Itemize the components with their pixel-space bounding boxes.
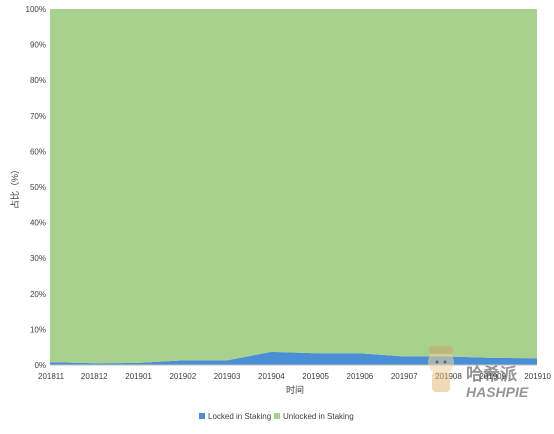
- x-tick-label: 201904: [258, 372, 285, 381]
- y-axis-title: 占比（%）: [9, 165, 20, 209]
- legend-label-unlocked: Unlocked in Staking: [283, 412, 354, 421]
- x-tick-label: 201910: [524, 372, 551, 381]
- hashpie-watermark: 哈希派 HASHPIE: [428, 346, 529, 400]
- y-tick-label: 0%: [34, 361, 46, 370]
- watermark-brand-cn: 哈希派: [466, 364, 518, 384]
- x-tick-label: 201906: [347, 372, 374, 381]
- y-tick-label: 40%: [30, 219, 46, 228]
- y-tick-label: 70%: [30, 112, 46, 121]
- y-tick-label: 60%: [30, 147, 46, 156]
- y-tick-label: 100%: [26, 5, 46, 14]
- x-tick-label: 201905: [302, 372, 329, 381]
- x-tick-label: 201811: [38, 372, 65, 381]
- x-tick-label: 201909: [479, 372, 506, 381]
- y-tick-label: 80%: [30, 76, 46, 85]
- x-tick-label: 201812: [81, 372, 108, 381]
- area-series-unlocked: [50, 9, 537, 364]
- legend: Locked in Staking Unlocked in Staking: [199, 412, 354, 421]
- y-tick-label: 50%: [30, 183, 46, 192]
- y-tick-label: 10%: [30, 325, 46, 334]
- y-axis-ticks: 0% 10% 20% 30% 40% 50% 60% 70% 80% 90% 100%: [26, 5, 46, 370]
- x-tick-label: 201903: [214, 372, 241, 381]
- legend-swatch-locked: [199, 413, 205, 419]
- x-tick-label: 201901: [125, 372, 152, 381]
- legend-swatch-unlocked: [274, 413, 280, 419]
- area-layer: [50, 9, 537, 365]
- area-series-locked: [50, 351, 537, 365]
- y-tick-label: 20%: [30, 290, 46, 299]
- x-axis-title: 时间: [286, 384, 304, 395]
- watermark-brand-en: HASHPIE: [466, 384, 529, 400]
- y-tick-label: 30%: [30, 254, 46, 263]
- x-tick-label: 201902: [169, 372, 196, 381]
- legend-label-locked: Locked in Staking: [208, 412, 271, 421]
- x-tick-label: 201907: [391, 372, 418, 381]
- y-tick-label: 90%: [30, 41, 46, 50]
- mascot-icon: [428, 346, 454, 392]
